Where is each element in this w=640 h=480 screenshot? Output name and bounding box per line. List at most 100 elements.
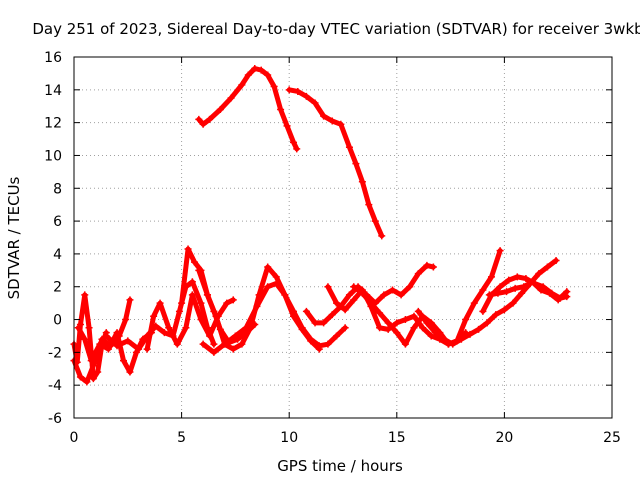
series-line xyxy=(103,279,217,352)
data-point xyxy=(122,316,130,324)
data-point xyxy=(384,319,392,327)
y-tick-label: 10 xyxy=(44,148,62,164)
data-point xyxy=(298,324,306,332)
data-point xyxy=(376,324,384,332)
data-point xyxy=(83,378,91,386)
data-point xyxy=(113,342,121,350)
data-point xyxy=(328,311,336,319)
data-point xyxy=(238,340,246,348)
data-point xyxy=(210,348,218,356)
data-point xyxy=(520,283,528,291)
data-point xyxy=(496,283,504,291)
series-line xyxy=(144,292,236,352)
data-point xyxy=(216,106,224,114)
data-point xyxy=(365,201,373,209)
data-point xyxy=(410,324,418,332)
data-point xyxy=(371,217,379,225)
x-tick-label: 5 xyxy=(177,430,186,446)
data-point xyxy=(94,368,102,376)
data-series-group xyxy=(70,64,571,386)
data-point xyxy=(229,296,237,304)
data-point xyxy=(182,324,190,332)
data-point xyxy=(328,117,336,125)
data-point xyxy=(311,319,319,327)
data-point xyxy=(410,312,418,320)
data-point xyxy=(143,345,151,353)
x-tick-label: 25 xyxy=(603,430,621,446)
data-point xyxy=(475,325,483,333)
data-point xyxy=(345,143,353,151)
data-point xyxy=(231,332,239,340)
data-point xyxy=(505,276,513,284)
data-point xyxy=(264,263,272,271)
data-point xyxy=(102,332,110,340)
data-point xyxy=(423,261,431,269)
data-point xyxy=(315,342,323,350)
data-point xyxy=(333,332,341,340)
data-point xyxy=(440,335,448,343)
x-tick-label: 10 xyxy=(280,430,298,446)
data-point xyxy=(341,306,349,314)
data-point xyxy=(81,291,89,299)
data-point xyxy=(423,319,431,327)
data-point xyxy=(242,324,250,332)
series-arc-high-2 xyxy=(285,86,386,240)
data-point xyxy=(479,307,487,315)
data-point xyxy=(350,296,358,304)
data-point xyxy=(227,94,235,102)
data-point xyxy=(156,299,164,307)
data-point xyxy=(206,115,214,123)
data-point xyxy=(522,275,530,283)
data-point xyxy=(358,178,366,186)
data-point xyxy=(150,312,158,320)
data-point xyxy=(81,335,89,343)
data-point xyxy=(89,361,97,369)
data-point xyxy=(500,306,508,314)
axes: 0 5 10 15 20 25 -6 -4 -2 0 2 4 6 8 10 12 14 16 xyxy=(44,50,621,446)
data-point xyxy=(175,307,183,315)
data-point xyxy=(244,71,252,79)
data-point xyxy=(345,291,353,299)
data-point xyxy=(401,340,409,348)
data-point xyxy=(203,291,211,299)
series-arc-14 xyxy=(479,273,571,315)
data-point xyxy=(283,122,291,130)
data-point xyxy=(388,286,396,294)
data-point xyxy=(449,340,457,348)
plot-frame xyxy=(73,56,613,419)
data-point xyxy=(367,299,375,307)
data-point xyxy=(492,311,500,319)
grid xyxy=(74,57,612,418)
y-tick-label: 12 xyxy=(44,116,62,132)
data-point xyxy=(290,307,298,315)
data-point xyxy=(406,283,414,291)
y-tick-label: 6 xyxy=(53,214,62,230)
data-point xyxy=(429,263,437,271)
data-point xyxy=(178,299,186,307)
data-point xyxy=(212,312,220,320)
data-point xyxy=(539,283,547,291)
data-point xyxy=(509,299,517,307)
data-point xyxy=(302,307,310,315)
series-line xyxy=(196,264,322,352)
data-point xyxy=(487,273,495,281)
data-point xyxy=(320,319,328,327)
data-point xyxy=(320,112,328,120)
data-point xyxy=(337,120,345,128)
data-point xyxy=(556,294,564,302)
data-point xyxy=(350,283,358,291)
data-point xyxy=(135,345,143,353)
data-point xyxy=(251,64,259,72)
data-point xyxy=(126,368,134,376)
data-point xyxy=(293,145,301,153)
data-point xyxy=(393,329,401,337)
y-tick-label: 8 xyxy=(53,181,62,197)
data-point xyxy=(503,288,511,296)
data-point xyxy=(324,340,332,348)
data-point xyxy=(229,345,237,353)
y-tick-label: 0 xyxy=(53,313,62,329)
data-point xyxy=(264,71,272,79)
data-point xyxy=(281,291,289,299)
data-point xyxy=(107,342,115,350)
series-line xyxy=(196,65,300,152)
